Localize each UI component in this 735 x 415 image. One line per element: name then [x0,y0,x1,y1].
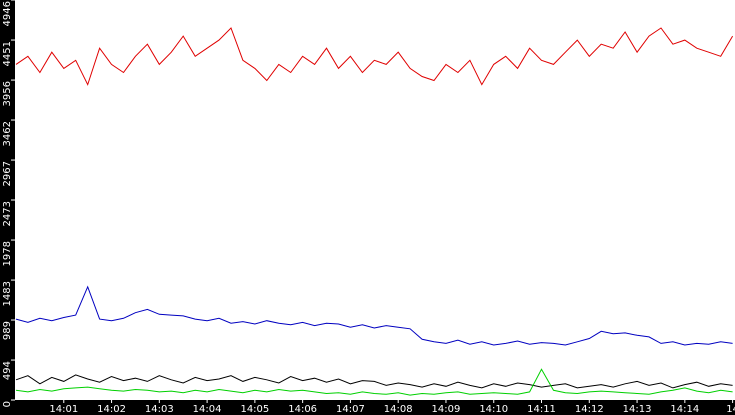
x-tick-label: 14:06 [288,404,317,415]
series-line [15,368,733,396]
y-tick-label: 2967 [2,161,13,186]
y-tick-label: 4451 [2,41,13,66]
x-axis-bar [0,400,735,415]
y-tick-label: 3956 [2,81,13,106]
x-tick-label: 14 [726,404,735,415]
x-tick-label: 14:10 [479,404,508,415]
series-line [15,374,733,389]
x-tick-label: 14:01 [49,404,78,415]
y-axis-bar [0,0,15,415]
x-tick-label: 14:08 [384,404,413,415]
series-line [15,27,734,86]
x-tick-label: 14:11 [527,404,556,415]
x-tick-label: 14:03 [145,404,174,415]
x-tick-label: 14:05 [240,404,269,415]
y-tick-label: 1483 [2,281,13,306]
x-tick-label: 14:14 [670,404,699,415]
x-tick-label: 14:02 [97,404,126,415]
y-tick-label: 1978 [2,241,13,266]
y-tick-label: 4946 [2,1,13,26]
y-tick-label: 0 [2,401,13,407]
x-tick-label: 14:09 [432,404,461,415]
x-tick-label: 14:04 [193,404,222,415]
x-tick-label: 14:07 [336,404,365,415]
y-tick-label: 989 [2,321,13,340]
y-tick-label: 494 [2,361,13,380]
x-tick-label: 14:12 [575,404,604,415]
series-line [15,285,733,346]
y-tick-label: 3462 [2,121,13,146]
y-tick-label: 2473 [2,201,13,226]
x-tick-label: 14:13 [623,404,652,415]
